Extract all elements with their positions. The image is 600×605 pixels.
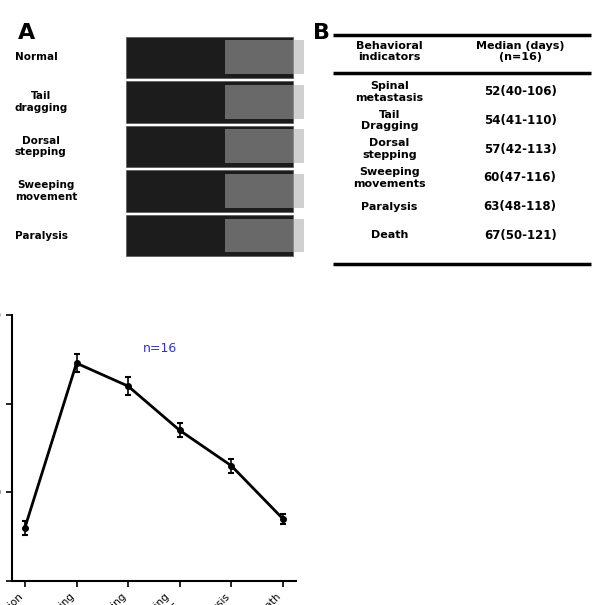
Bar [125,37,293,78]
Text: Paralysis: Paralysis [15,231,68,241]
Text: 67(50-121): 67(50-121) [484,229,557,242]
Bar [225,218,304,252]
Bar [225,40,304,74]
Text: Normal: Normal [15,53,58,62]
Text: 52(40-106): 52(40-106) [484,85,557,99]
Text: Dorsal
stepping: Dorsal stepping [362,139,417,160]
Bar [125,171,293,212]
Text: 57(42-113): 57(42-113) [484,143,557,155]
Text: 60(47-116): 60(47-116) [484,171,557,185]
Text: 63(48-118): 63(48-118) [484,200,557,213]
Bar [125,126,293,168]
Text: Behavioral
indicators: Behavioral indicators [356,41,423,62]
Bar [225,85,304,119]
Text: 54(41-110): 54(41-110) [484,114,557,127]
Text: Sweeping
movement: Sweeping movement [15,180,77,202]
Text: Dorsal
stepping: Dorsal stepping [15,136,67,157]
Text: Tail
dragging: Tail dragging [15,91,68,113]
Text: n=16: n=16 [143,342,177,355]
Bar [225,174,304,208]
Text: A: A [17,24,35,44]
Text: Paralysis: Paralysis [361,201,418,212]
Bar [225,129,304,163]
Bar [125,81,293,123]
Text: Spinal
metastasis: Spinal metastasis [356,81,424,103]
Text: B: B [313,24,330,44]
Text: Sweeping
movements: Sweeping movements [353,167,426,189]
Text: Median (days)
(n=16): Median (days) (n=16) [476,41,565,62]
Bar [125,215,293,257]
Text: Death: Death [371,231,408,240]
Text: Tail
Dragging: Tail Dragging [361,110,418,131]
